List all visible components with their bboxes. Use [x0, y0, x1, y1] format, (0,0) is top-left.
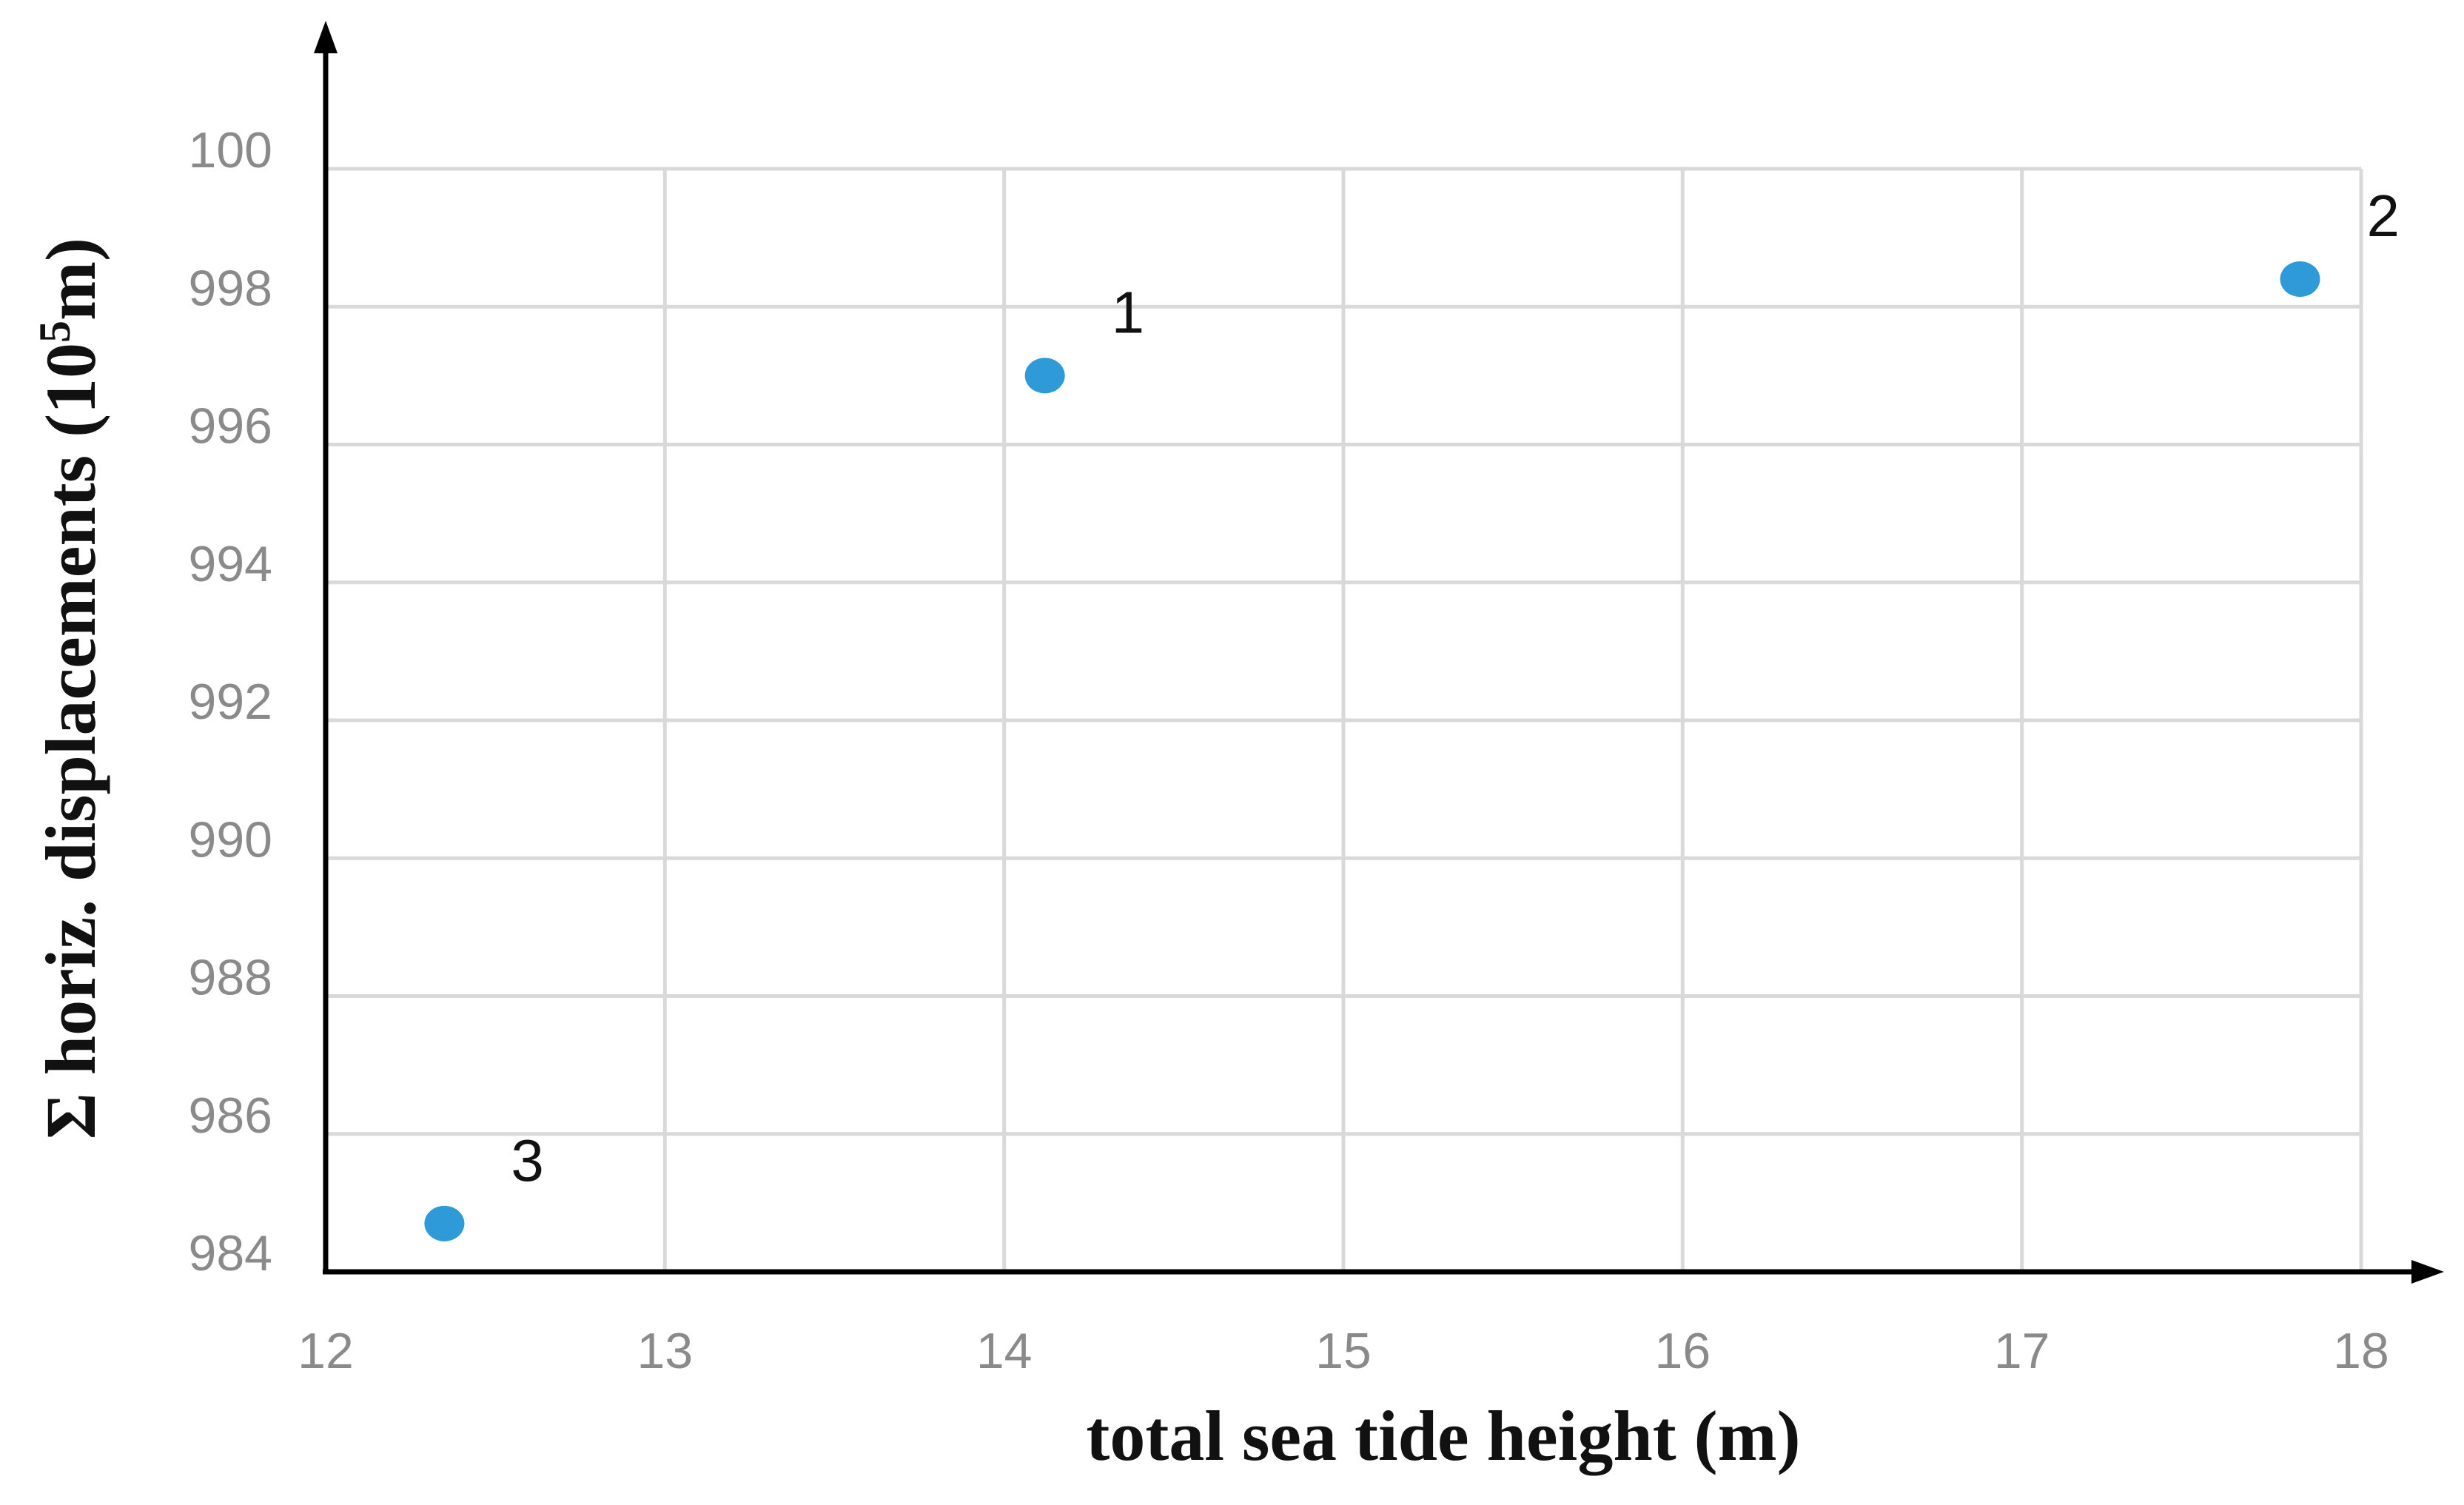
- x-tick-label: 14: [976, 1323, 1033, 1379]
- x-tick-label: 15: [1315, 1323, 1372, 1379]
- x-tick-label: 18: [2333, 1323, 2389, 1379]
- y-tick-label: 984: [189, 1225, 272, 1281]
- x-tick-label: 16: [1655, 1323, 1711, 1379]
- data-point-3: [424, 1205, 465, 1241]
- y-tick-label: 996: [189, 398, 272, 455]
- axes: [314, 21, 2444, 1284]
- point-label-1: 1: [1112, 279, 1145, 345]
- y-axis-title: Σ horiz. displacements (105m): [30, 238, 110, 1139]
- data-point-2: [2280, 261, 2320, 297]
- point-label-2: 2: [2367, 183, 2400, 249]
- point-label-3: 3: [511, 1127, 544, 1193]
- grid-lines: [323, 167, 2363, 1274]
- y-tick-label: 990: [189, 811, 272, 868]
- y-tick-label: 992: [189, 674, 272, 730]
- x-tick-label: 13: [637, 1323, 694, 1379]
- y-axis-title-main: Σ horiz. displacements (10: [31, 343, 110, 1139]
- y-axis-arrow: [314, 21, 338, 53]
- y-tick-labels: 984 986 988 990 992 994 996 998 100: [189, 122, 272, 1281]
- y-tick-label: 988: [189, 950, 272, 1006]
- y-axis-title-tail: m): [31, 238, 110, 321]
- y-tick-label: 994: [189, 536, 272, 592]
- data-points: 1 2 3: [424, 183, 2400, 1241]
- x-axis-title: total sea tide height (m): [1086, 1396, 1800, 1475]
- x-tick-labels: 12 13 14 15 16 17 18: [298, 1323, 2389, 1379]
- x-tick-label: 17: [1994, 1323, 2050, 1379]
- y-tick-label: 100: [189, 122, 272, 178]
- x-tick-label: 12: [298, 1323, 354, 1379]
- data-point-1: [1024, 358, 1065, 394]
- x-axis-arrow: [2411, 1260, 2444, 1284]
- y-axis-title-exponent: 5: [30, 321, 79, 343]
- y-tick-label: 986: [189, 1087, 272, 1144]
- y-tick-label: 998: [189, 260, 272, 316]
